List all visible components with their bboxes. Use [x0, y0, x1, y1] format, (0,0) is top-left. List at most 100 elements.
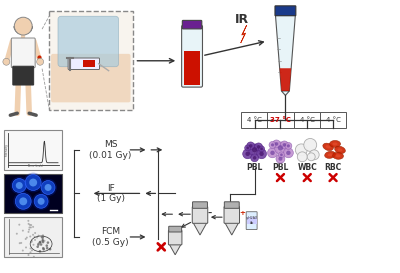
Circle shape: [36, 236, 38, 239]
Circle shape: [16, 182, 23, 189]
Text: 4 °C: 4 °C: [247, 117, 262, 123]
Text: WBC: WBC: [297, 163, 317, 172]
Circle shape: [29, 236, 31, 238]
Circle shape: [16, 233, 18, 235]
FancyBboxPatch shape: [275, 6, 296, 16]
Circle shape: [259, 152, 264, 156]
Circle shape: [278, 157, 282, 161]
Circle shape: [255, 143, 262, 151]
FancyBboxPatch shape: [4, 174, 62, 213]
Ellipse shape: [332, 152, 344, 159]
FancyBboxPatch shape: [11, 38, 35, 68]
Circle shape: [46, 244, 48, 247]
Text: IF
(1 Gy): IF (1 Gy): [97, 184, 125, 203]
Circle shape: [42, 247, 44, 250]
Circle shape: [39, 179, 57, 196]
Text: 4 °C: 4 °C: [300, 117, 315, 123]
Circle shape: [278, 152, 284, 158]
Circle shape: [19, 242, 21, 244]
Circle shape: [38, 235, 40, 237]
Circle shape: [28, 226, 30, 229]
Circle shape: [28, 229, 30, 231]
Circle shape: [246, 147, 249, 149]
Circle shape: [38, 241, 41, 244]
Circle shape: [23, 173, 43, 192]
Circle shape: [272, 140, 280, 148]
FancyBboxPatch shape: [168, 230, 182, 245]
FancyBboxPatch shape: [320, 112, 346, 128]
Text: –: –: [208, 209, 212, 218]
Circle shape: [285, 143, 292, 149]
Circle shape: [46, 247, 48, 250]
Circle shape: [25, 247, 27, 248]
Circle shape: [49, 248, 51, 250]
Text: PBL: PBL: [246, 163, 263, 172]
Circle shape: [28, 231, 30, 233]
Circle shape: [275, 142, 278, 146]
Circle shape: [249, 144, 252, 148]
FancyBboxPatch shape: [169, 226, 182, 232]
Circle shape: [307, 153, 315, 161]
Circle shape: [32, 234, 34, 236]
Circle shape: [15, 193, 31, 209]
Circle shape: [260, 147, 263, 150]
Circle shape: [304, 138, 317, 151]
Circle shape: [41, 236, 43, 238]
FancyBboxPatch shape: [49, 11, 134, 110]
FancyBboxPatch shape: [224, 206, 240, 223]
FancyBboxPatch shape: [51, 54, 130, 102]
FancyBboxPatch shape: [58, 16, 118, 67]
Circle shape: [243, 149, 253, 159]
Circle shape: [274, 142, 286, 154]
Circle shape: [268, 148, 278, 158]
Text: PBL: PBL: [272, 163, 289, 172]
Text: MS
(0.01 Gy): MS (0.01 Gy): [90, 140, 132, 159]
FancyBboxPatch shape: [4, 217, 62, 257]
Circle shape: [30, 227, 32, 229]
FancyBboxPatch shape: [294, 112, 321, 128]
Circle shape: [42, 248, 45, 251]
Circle shape: [286, 151, 291, 155]
Circle shape: [295, 144, 307, 156]
Circle shape: [280, 153, 283, 156]
FancyBboxPatch shape: [267, 112, 294, 128]
Circle shape: [283, 143, 286, 147]
FancyBboxPatch shape: [192, 206, 208, 223]
Bar: [247, 217, 257, 224]
Circle shape: [287, 144, 290, 147]
Circle shape: [14, 17, 32, 35]
Polygon shape: [193, 222, 207, 235]
Circle shape: [20, 242, 22, 244]
Circle shape: [40, 243, 42, 246]
Text: +: +: [240, 210, 246, 216]
Text: 4 °C: 4 °C: [326, 117, 340, 123]
Circle shape: [270, 151, 275, 155]
Circle shape: [28, 223, 30, 225]
Circle shape: [41, 180, 55, 194]
Circle shape: [12, 179, 26, 192]
Text: IR: IR: [235, 13, 249, 26]
Circle shape: [44, 184, 52, 191]
Circle shape: [28, 254, 30, 256]
FancyBboxPatch shape: [241, 112, 268, 128]
Circle shape: [39, 241, 42, 243]
Circle shape: [297, 152, 307, 162]
Circle shape: [245, 145, 251, 151]
Ellipse shape: [335, 146, 345, 153]
Bar: [184, 51, 200, 85]
Circle shape: [33, 256, 35, 258]
FancyBboxPatch shape: [192, 202, 208, 208]
Circle shape: [3, 58, 10, 65]
Circle shape: [10, 177, 28, 194]
Polygon shape: [276, 15, 295, 91]
Circle shape: [278, 145, 283, 150]
Polygon shape: [225, 222, 239, 235]
FancyBboxPatch shape: [182, 20, 202, 29]
Circle shape: [31, 240, 33, 242]
Circle shape: [30, 247, 32, 249]
Text: RBC: RBC: [324, 163, 342, 172]
Circle shape: [32, 226, 34, 228]
Circle shape: [284, 148, 293, 158]
Circle shape: [271, 143, 274, 147]
Circle shape: [34, 232, 36, 234]
